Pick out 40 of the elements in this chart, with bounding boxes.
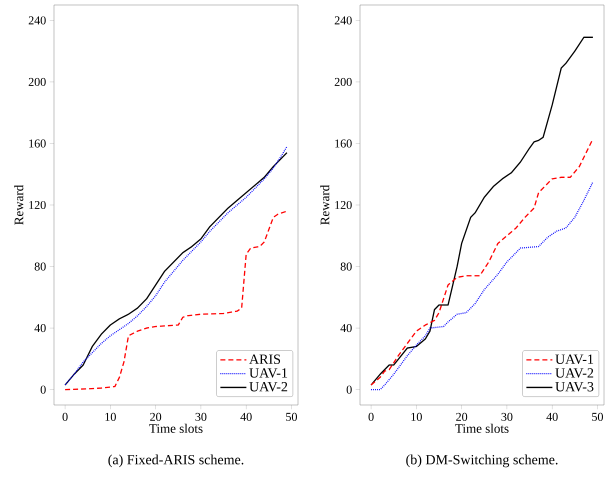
y-tick-label: 160 bbox=[335, 139, 352, 148]
x-tick-label: 50 bbox=[286, 412, 297, 421]
line-series bbox=[64, 210, 288, 390]
y-tick-label: 120 bbox=[29, 200, 46, 210]
legend-label: UAV-1 bbox=[555, 354, 594, 364]
y-tick-label: 80 bbox=[34, 262, 46, 271]
x-tick-label: 50 bbox=[592, 412, 603, 421]
text: (a) Fixed-ARIS scheme. bbox=[108, 454, 244, 468]
x-tick-label: 0 bbox=[368, 412, 374, 421]
y-tick-label: 120 bbox=[335, 200, 352, 210]
y-tick-label: 0 bbox=[40, 386, 46, 394]
x-tick-label: 10 bbox=[105, 412, 116, 421]
y-tick-label: 240 bbox=[28, 16, 46, 24]
legend-label: UAV-3 bbox=[555, 382, 594, 392]
y-tick-label: 240 bbox=[334, 16, 352, 24]
x-tick-label: 30 bbox=[195, 412, 206, 421]
y-tick-label: 40 bbox=[34, 324, 46, 332]
x-tick-label: 30 bbox=[501, 412, 512, 421]
y-axis-title: Reward bbox=[320, 184, 330, 225]
x-tick-label: 40 bbox=[546, 412, 558, 421]
y-tick-label: 0 bbox=[346, 386, 352, 394]
legend-label: ARIS bbox=[249, 354, 280, 364]
legend-label: UAV-2 bbox=[249, 382, 288, 392]
x-axis-title: Time slots bbox=[455, 424, 509, 433]
y-tick-label: 40 bbox=[340, 324, 352, 332]
y-tick-label: 160 bbox=[29, 139, 46, 148]
x-tick-label: 40 bbox=[240, 412, 252, 421]
x-tick-label: 20 bbox=[456, 412, 468, 421]
x-tick-label: 10 bbox=[411, 412, 422, 421]
y-tick-label: 80 bbox=[340, 262, 352, 271]
legend-label: UAV-2 bbox=[555, 368, 594, 378]
line-series bbox=[370, 181, 594, 390]
legend-label: UAV-1 bbox=[249, 368, 288, 378]
x-tick-label: 0 bbox=[62, 412, 68, 421]
x-tick-label: 20 bbox=[150, 412, 162, 421]
y-tick-label: 200 bbox=[28, 78, 46, 86]
y-axis-title: Reward bbox=[14, 184, 24, 225]
text: (b) DM-Switching scheme. bbox=[406, 454, 558, 468]
x-axis-title: Time slots bbox=[149, 424, 203, 433]
y-tick-label: 200 bbox=[334, 78, 352, 86]
